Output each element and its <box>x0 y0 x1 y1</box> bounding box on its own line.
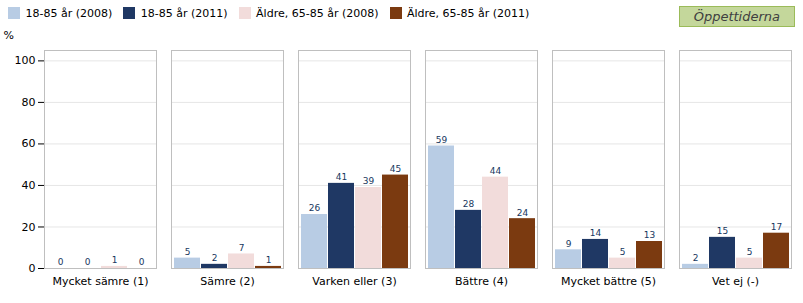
svg-text:26: 26 <box>309 203 321 213</box>
svg-text:2: 2 <box>212 253 218 263</box>
svg-text:5: 5 <box>185 247 191 257</box>
svg-text:%: % <box>4 29 14 42</box>
svg-text:2: 2 <box>693 253 699 263</box>
svg-text:24: 24 <box>517 208 529 218</box>
svg-text:Bättre (4): Bättre (4) <box>455 275 508 288</box>
svg-text:9: 9 <box>566 239 572 249</box>
svg-text:Sämre (2): Sämre (2) <box>200 275 255 288</box>
svg-text:Varken eller (3): Varken eller (3) <box>312 275 396 288</box>
svg-text:7: 7 <box>239 243 245 253</box>
svg-text:5: 5 <box>620 247 626 257</box>
svg-text:45: 45 <box>390 164 401 174</box>
svg-text:0: 0 <box>139 257 145 267</box>
svg-text:13: 13 <box>644 230 655 240</box>
svg-text:1: 1 <box>112 255 118 265</box>
html-text:Äldre, 65-85 år (2011): Äldre, 65-85 år (2011) <box>407 6 530 20</box>
svg-text:1: 1 <box>266 255 272 265</box>
svg-text:28: 28 <box>463 199 475 209</box>
svg-text:59: 59 <box>436 135 448 145</box>
svg-text:0: 0 <box>29 262 36 275</box>
svg-text:Vet ej (-): Vet ej (-) <box>712 275 759 288</box>
html-text:Öppettiderna: Öppettiderna <box>693 8 780 24</box>
html-text:18-85 år (2011): 18-85 år (2011) <box>140 6 228 20</box>
html-text:Äldre, 65-85 år (2008): Äldre, 65-85 år (2008) <box>256 6 379 20</box>
svg-text:40: 40 <box>22 179 36 192</box>
svg-text:Mycket bättre (5): Mycket bättre (5) <box>561 275 656 288</box>
svg-text:44: 44 <box>490 166 502 176</box>
svg-text:39: 39 <box>363 176 375 186</box>
svg-text:14: 14 <box>590 228 602 238</box>
svg-text:20: 20 <box>22 220 36 233</box>
svg-text:5: 5 <box>747 247 753 257</box>
svg-text:60: 60 <box>22 137 36 150</box>
svg-text:Mycket sämre (1): Mycket sämre (1) <box>53 275 149 288</box>
svg-text:41: 41 <box>336 172 347 182</box>
html-text:18-85 år (2008): 18-85 år (2008) <box>25 6 113 20</box>
svg-text:80: 80 <box>22 96 36 109</box>
svg-text:100: 100 <box>15 54 36 67</box>
svg-text:0: 0 <box>85 257 91 267</box>
svg-text:17: 17 <box>771 222 782 232</box>
svg-text:0: 0 <box>58 257 64 267</box>
svg-text:15: 15 <box>717 226 728 236</box>
